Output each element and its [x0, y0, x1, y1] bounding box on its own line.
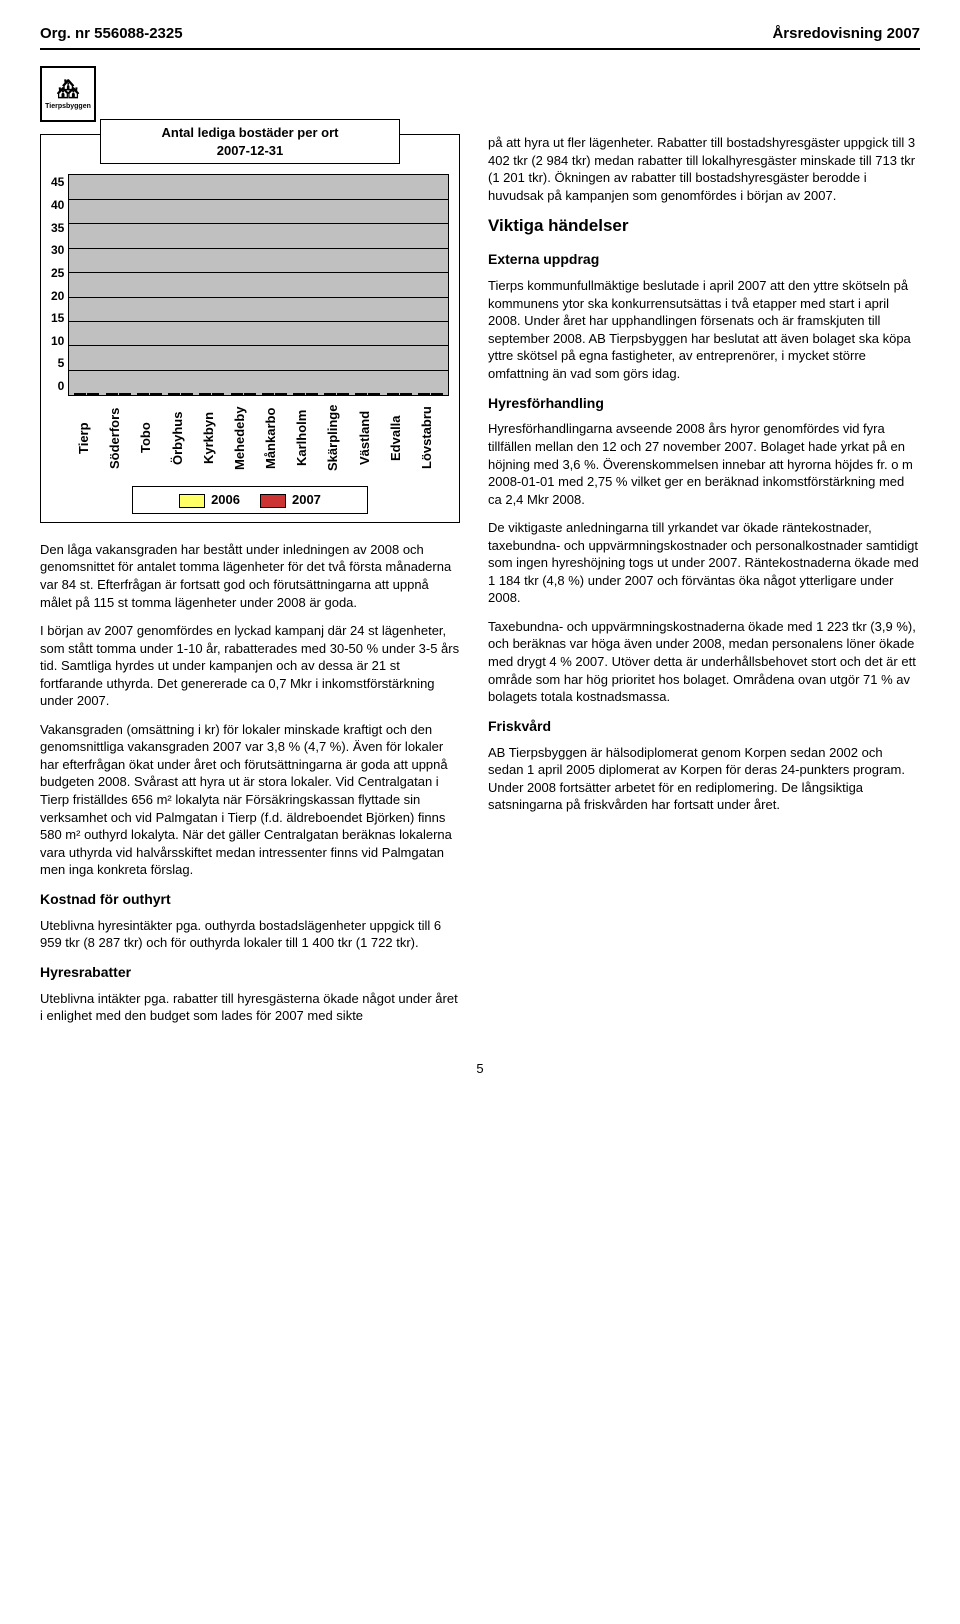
bar — [275, 393, 287, 395]
org-number: Org. nr 556088-2325 — [40, 24, 183, 44]
bar — [368, 393, 380, 395]
body-paragraph: Taxebundna- och uppvärmningskostnaderna … — [488, 618, 920, 706]
bar — [212, 393, 224, 395]
legend-item: 2007 — [260, 491, 321, 509]
legend-swatch — [260, 494, 286, 508]
bar-group — [134, 393, 165, 395]
legend-label: 2007 — [292, 492, 321, 507]
section-heading-viktiga: Viktiga händelser — [488, 215, 920, 238]
x-axis-label: Skärplinge — [324, 400, 355, 476]
subheading-rabatter: Hyresrabatter — [40, 963, 460, 982]
bar — [87, 393, 99, 395]
chart-legend: 2006 2007 — [132, 486, 369, 514]
vacancy-chart: Antal lediga bostäder per ort 2007-12-31… — [40, 134, 460, 523]
x-axis-label: Tierp — [75, 400, 106, 476]
bar — [119, 393, 131, 395]
bar-group — [415, 393, 446, 395]
x-axis-label: Karlholm — [293, 400, 324, 476]
body-paragraph: Uteblivna intäkter pga. rabatter till hy… — [40, 990, 460, 1025]
bar — [168, 393, 180, 395]
bar — [431, 393, 443, 395]
chart-plot-area — [68, 174, 449, 396]
bar-group — [321, 393, 352, 395]
bar — [181, 393, 193, 395]
bar — [74, 393, 86, 395]
x-axis-label: Månkarbo — [262, 400, 293, 476]
x-axis-label: Örbyhus — [169, 400, 200, 476]
bar — [244, 393, 256, 395]
company-logo: 🏘 Tierpsbyggen — [40, 66, 96, 122]
x-axis-label: Tobo — [137, 400, 168, 476]
bar-group — [71, 393, 102, 395]
x-axis-label: Västland — [356, 400, 387, 476]
page-header: Org. nr 556088-2325 Årsredovisning 2007 — [40, 24, 920, 44]
header-rule — [40, 48, 920, 50]
x-axis-label: Edvalla — [387, 400, 418, 476]
body-paragraph: De viktigaste anledningarna till yrkande… — [488, 519, 920, 607]
body-paragraph: Den låga vakansgraden har bestått under … — [40, 541, 460, 611]
body-paragraph: Hyresförhandlingarna avseende 2008 års h… — [488, 420, 920, 508]
x-axis-label: Mehedeby — [231, 400, 262, 476]
x-axis-label: Lövstabru — [418, 400, 449, 476]
bar-group — [227, 393, 258, 395]
bar — [150, 393, 162, 395]
bar-group — [384, 393, 415, 395]
bar — [293, 393, 305, 395]
bar-group — [103, 393, 134, 395]
bar-group — [352, 393, 383, 395]
chart-y-axis: 051015202530354045 — [51, 174, 68, 394]
body-paragraph: Uteblivna hyresintäkter pga. outhyrda bo… — [40, 917, 460, 952]
doc-title: Årsredovisning 2007 — [772, 24, 920, 44]
legend-item: 2006 — [179, 491, 240, 509]
body-paragraph: på att hyra ut fler lägenheter. Rabatter… — [488, 134, 920, 204]
bar — [199, 393, 211, 395]
bar — [231, 393, 243, 395]
page-number: 5 — [40, 1060, 920, 1078]
bar-group — [290, 393, 321, 395]
chart-title: Antal lediga bostäder per ort 2007-12-31 — [100, 119, 401, 164]
bar — [106, 393, 118, 395]
chart-x-axis: TierpSöderforsToboÖrbyhusKyrkbynMehedeby… — [75, 400, 449, 476]
bar — [387, 393, 399, 395]
bar-group — [259, 393, 290, 395]
legend-label: 2006 — [211, 492, 240, 507]
bar — [337, 393, 349, 395]
bar — [400, 393, 412, 395]
subheading-hyres: Hyresförhandling — [488, 394, 920, 413]
body-paragraph: Vakansgraden (omsättning i kr) för lokal… — [40, 721, 460, 879]
bar — [137, 393, 149, 395]
bar — [418, 393, 430, 395]
bar — [306, 393, 318, 395]
body-paragraph: I början av 2007 genomfördes en lyckad k… — [40, 622, 460, 710]
bar — [262, 393, 274, 395]
x-axis-label: Söderfors — [106, 400, 137, 476]
body-paragraph: Tierps kommunfullmäktige beslutade i apr… — [488, 277, 920, 382]
subheading-kostnad: Kostnad för outhyrt — [40, 890, 460, 909]
x-axis-label: Kyrkbyn — [200, 400, 231, 476]
subheading-externa: Externa uppdrag — [488, 250, 920, 269]
legend-swatch — [179, 494, 205, 508]
bar — [355, 393, 367, 395]
bar — [324, 393, 336, 395]
bar-group — [196, 393, 227, 395]
body-paragraph: AB Tierpsbyggen är hälsodiplomerat genom… — [488, 744, 920, 814]
bar-group — [165, 393, 196, 395]
subheading-frisk: Friskvård — [488, 717, 920, 736]
